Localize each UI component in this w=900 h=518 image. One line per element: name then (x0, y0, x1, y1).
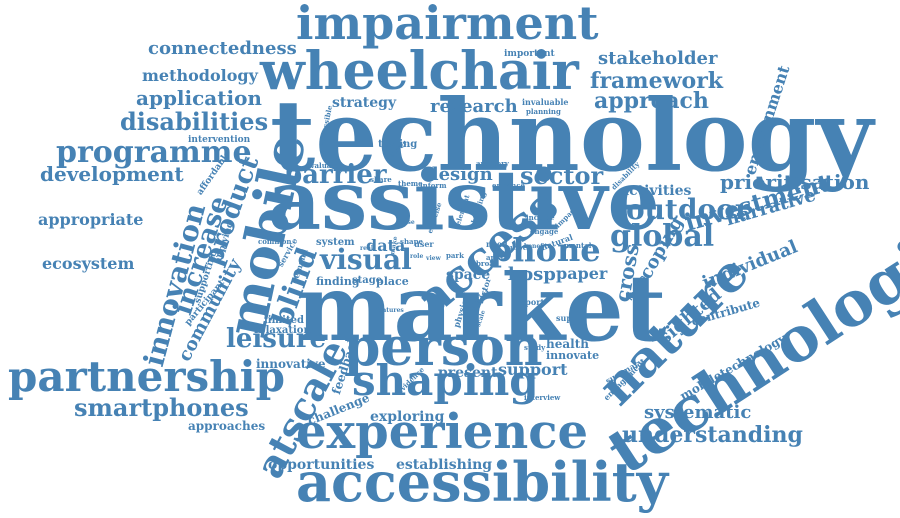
word-appropriate: appropriate (38, 210, 144, 229)
word-assistive: assistive (268, 153, 660, 249)
word-shape: shape (400, 237, 423, 246)
word-stakeholder: stakeholder (598, 48, 718, 69)
word-report: report (516, 297, 545, 307)
word-park: park (446, 251, 464, 260)
word-real: real (360, 245, 374, 252)
word-prioritisation: prioritisation (720, 170, 870, 194)
word-smartphones: smartphones (74, 393, 249, 422)
word-relaxation: relaxation (254, 325, 311, 336)
word-barrier: barrier (284, 160, 387, 190)
word-place: place (376, 275, 409, 288)
word-planning: planning (526, 107, 561, 116)
word-design: design (426, 164, 493, 185)
word-methodology: methodology (142, 66, 258, 85)
word-present: present (438, 365, 498, 381)
word-experience: experience (296, 404, 588, 460)
word-paper: paper (556, 264, 608, 283)
word-view: view (426, 255, 441, 262)
word-invaluable: invaluable (522, 97, 569, 107)
word-survey: survey (506, 243, 532, 252)
word-global: global (610, 219, 715, 254)
word-features: features (376, 307, 404, 314)
word-auditory: auditory (476, 159, 509, 168)
word-research: research (430, 96, 518, 117)
word-innovate: innovate (546, 349, 600, 362)
word-systematic: systematic (644, 402, 752, 423)
word-data: data (366, 236, 406, 255)
word-theme: theme (398, 179, 423, 188)
word-ecosystem: ecosystem (42, 254, 135, 273)
word-shaping: shaping (352, 356, 539, 405)
word-study: study (524, 343, 546, 352)
word-stage: stage (352, 275, 383, 286)
word-mental: mental (564, 241, 592, 250)
word-case: case (400, 219, 415, 226)
word-outdoor: outdoor (626, 193, 750, 226)
word-limited: limited (264, 315, 304, 326)
word-sector: sector (520, 161, 604, 190)
word-testing: testing (378, 139, 418, 150)
word-intervention: intervention (188, 135, 251, 145)
word-understanding: understanding (622, 422, 803, 448)
word-space: space (446, 267, 491, 283)
word-inform: inform (420, 181, 447, 190)
word-approaches: approaches (188, 419, 266, 433)
word-area: area (486, 253, 504, 262)
word-connectedness: connectedness (148, 38, 297, 59)
word-role: role (410, 253, 424, 260)
word-application: application (136, 86, 262, 110)
word-engage: engage (530, 227, 559, 236)
word-opportunities: opportunities (268, 457, 375, 473)
word-technology: technology (270, 79, 874, 194)
word-finding: finding (316, 275, 360, 288)
word-broad: broad (476, 259, 499, 268)
word-partnership: partnership (8, 352, 285, 401)
word-wheelchair: wheelchair (260, 41, 579, 102)
word-bpsp: bpsp (508, 264, 556, 285)
word-phone: phone (490, 231, 601, 269)
word-health: health (546, 337, 589, 351)
word-interview: interview (524, 393, 561, 402)
word-leisure: leisure (226, 324, 327, 354)
word-visual: visual (320, 243, 412, 276)
word-need: need (486, 239, 508, 249)
word-impairment: impairment (296, 0, 599, 50)
word-establishing: establishing (396, 457, 493, 473)
word-programme: programme (56, 135, 252, 170)
word-system: system (316, 237, 355, 248)
word-support: support (498, 360, 568, 379)
word-benefit: benefit (524, 243, 548, 250)
word-exploring: exploring (370, 409, 445, 425)
word-approach: approach (594, 88, 709, 114)
word-activities: activities (620, 183, 692, 199)
word-person: person (344, 317, 543, 378)
word-development: development (40, 162, 184, 186)
word-share: share (370, 175, 392, 184)
word-accessibility: accessibility (296, 450, 669, 514)
word-market: market (296, 254, 667, 362)
word-strategy: strategy (332, 95, 397, 111)
word-framework: framework (590, 68, 724, 94)
word-supply: supply (556, 313, 586, 323)
word-innovative: innovative (256, 357, 326, 371)
word-evaluate: evaluate (306, 161, 340, 170)
word-important: important (504, 49, 555, 59)
word-user: user (414, 239, 434, 249)
word-income: income (526, 213, 555, 222)
word-enhance: enhance (492, 181, 525, 190)
word-disabilities: disabilities (120, 107, 269, 136)
word-common: common (258, 237, 292, 246)
